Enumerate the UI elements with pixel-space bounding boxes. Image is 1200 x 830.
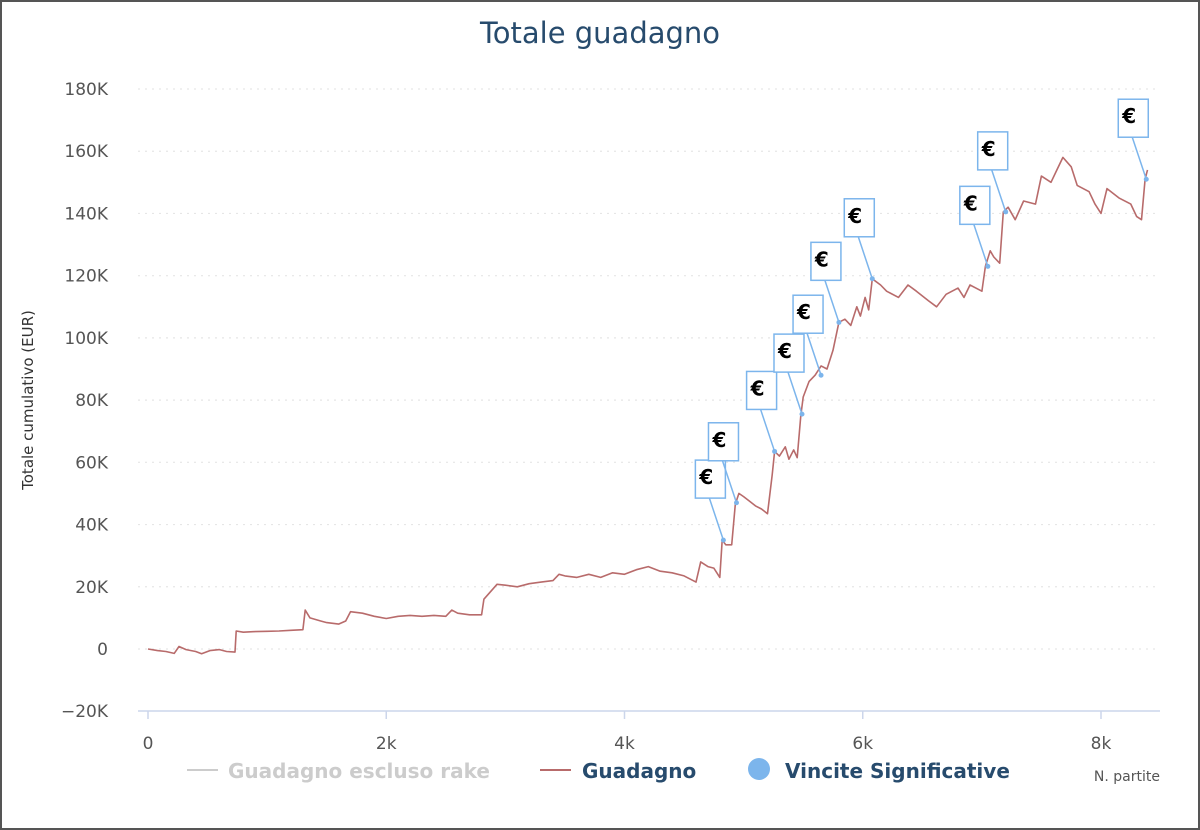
legend-item-vincite-significative[interactable]: Vincite Significative: [748, 758, 1010, 783]
legend[interactable]: Guadagno escluso rake Guadagno Vincite S…: [187, 758, 1010, 783]
flag-euro-symbol: €: [963, 191, 978, 215]
flag-euro-symbol: €: [847, 204, 862, 228]
significant-win-flag[interactable]: €: [976, 131, 1009, 215]
y-tick-label: 80K: [75, 391, 109, 411]
y-tick-label: 40K: [75, 516, 109, 536]
flag-connector: [806, 332, 822, 376]
flag-box: [707, 422, 740, 462]
y-tick-label: 100K: [64, 329, 108, 349]
grid-lines: [138, 88, 1160, 650]
significant-win-point[interactable]: [1003, 209, 1009, 215]
flag-euro-symbol: €: [711, 428, 726, 452]
legend-label-vincite[interactable]: Vincite Significative: [785, 759, 1010, 783]
significant-win-point[interactable]: [836, 319, 842, 325]
significant-win-flag[interactable]: €: [792, 294, 824, 378]
flag-connector: [721, 460, 738, 504]
flag-box: [1117, 98, 1150, 138]
legend-symbol-vincite: [748, 758, 770, 780]
significant-win-flag[interactable]: €: [707, 422, 740, 506]
y-tick-label: −20K: [61, 702, 109, 722]
flag-box: [745, 370, 778, 411]
flag-euro-symbol: €: [777, 339, 792, 363]
y-tick-label: 20K: [75, 578, 109, 598]
flag-euro-symbol: €: [750, 376, 765, 400]
significant-win-point[interactable]: [985, 263, 991, 269]
significant-win-flag[interactable]: €: [773, 333, 805, 417]
series-layer: [147, 156, 1149, 655]
y-tick-label: 0: [97, 640, 108, 660]
significant-win-point[interactable]: [869, 276, 875, 282]
x-tick-label: 4k: [614, 734, 635, 754]
flag-box: [792, 294, 824, 334]
significant-win-flag[interactable]: €: [694, 459, 727, 543]
flag-connector: [857, 236, 873, 280]
legend-label-guadagno[interactable]: Guadagno: [582, 759, 696, 783]
legend-label-rake[interactable]: Guadagno escluso rake: [228, 759, 490, 783]
flag-box: [959, 185, 991, 226]
flag-connector: [759, 409, 776, 452]
y-tick-label: 180K: [64, 80, 108, 100]
flag-connector: [1131, 136, 1147, 180]
significant-win-point[interactable]: [733, 500, 739, 506]
significant-win-flag[interactable]: €: [843, 198, 876, 282]
y-axis-ticks: −20K 0 20K 40K 60K 80K 100K 120K 140K 160K 180K: [61, 80, 109, 722]
significant-win-point[interactable]: [1143, 176, 1149, 182]
x-tick-label: 0: [143, 734, 154, 754]
significant-win-flag[interactable]: €: [959, 185, 991, 269]
legend-item-guadagno-escluso-rake[interactable]: Guadagno escluso rake: [187, 759, 490, 783]
y-tick-label: 140K: [64, 204, 108, 224]
x-axis-label: N. partite: [1094, 769, 1160, 785]
significant-win-point[interactable]: [818, 372, 824, 378]
x-tick-label: 6k: [852, 734, 873, 754]
x-tick-label: 8k: [1091, 734, 1112, 754]
y-tick-label: 160K: [64, 142, 108, 162]
flag-connector: [824, 280, 840, 323]
flag-euro-symbol: €: [1121, 104, 1136, 128]
series-line-guadagno: [147, 156, 1149, 655]
flag-box: [773, 333, 805, 373]
significant-win-flag[interactable]: €: [745, 370, 778, 454]
x-tick-label: 2k: [376, 734, 397, 754]
flag-connector: [787, 371, 803, 415]
legend-item-guadagno[interactable]: Guadagno: [540, 759, 696, 783]
flag-euro-symbol: €: [981, 137, 996, 161]
flags-layer: €€€€€€€€€€: [694, 98, 1150, 543]
flag-connector: [708, 497, 725, 541]
significant-win-point[interactable]: [772, 448, 778, 454]
flag-euro-symbol: €: [814, 247, 829, 271]
x-axis-ticks: 0 2k 4k 6k 8k: [143, 711, 1112, 754]
y-tick-label: 60K: [75, 453, 109, 473]
flag-connector: [990, 169, 1007, 213]
y-axis-label: Totale cumulativo (EUR): [19, 310, 37, 491]
flag-box: [976, 131, 1009, 171]
flag-box: [810, 241, 842, 282]
significant-win-flag[interactable]: €: [810, 241, 842, 325]
significant-win-point[interactable]: [799, 411, 805, 417]
flag-connector: [973, 224, 989, 267]
y-tick-label: 120K: [64, 267, 108, 287]
flag-euro-symbol: €: [796, 300, 811, 324]
flag-box: [843, 198, 876, 238]
significant-win-flag[interactable]: €: [1117, 98, 1150, 182]
flag-euro-symbol: €: [698, 465, 713, 489]
chart-title: Totale guadagno: [479, 16, 720, 50]
significant-win-point[interactable]: [720, 537, 726, 543]
